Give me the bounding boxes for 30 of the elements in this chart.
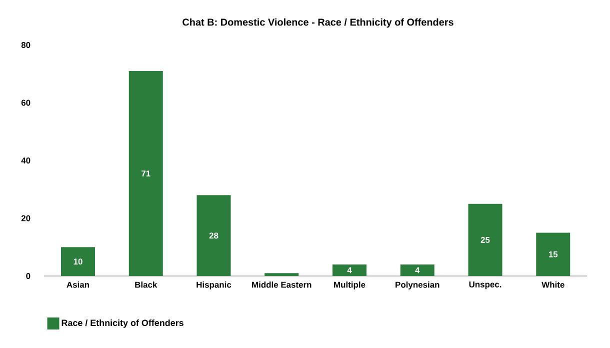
x-tick-label: Black bbox=[135, 282, 158, 288]
data-label: 25 bbox=[480, 236, 490, 243]
data-label: 4 bbox=[347, 267, 352, 274]
bar bbox=[61, 247, 95, 276]
x-tick-label: White bbox=[542, 282, 564, 288]
bar bbox=[128, 70, 163, 276]
bar bbox=[536, 232, 570, 276]
x-tick-label: Middle Eastern bbox=[252, 282, 312, 288]
data-label: 71 bbox=[142, 170, 150, 176]
x-tick-label: Multiple bbox=[334, 282, 366, 290]
x-tick-label: Hispanic bbox=[196, 282, 232, 290]
y-tick-label: 0 bbox=[26, 273, 30, 279]
x-tick-label: Unspec. bbox=[469, 282, 502, 290]
bar bbox=[332, 264, 367, 276]
y-tick-label: 20 bbox=[21, 215, 30, 222]
bar bbox=[400, 264, 434, 276]
bar bbox=[468, 204, 502, 276]
x-tick-label: Asian bbox=[66, 282, 89, 288]
y-tick-label: 60 bbox=[21, 100, 30, 106]
data-label: 28 bbox=[209, 232, 218, 239]
y-tick-label: 40 bbox=[21, 158, 30, 164]
bar bbox=[196, 195, 231, 276]
data-label: 15 bbox=[548, 251, 558, 258]
chart-title: Chat B: Domestic Violence - Race / Ethnicity of Offenders bbox=[182, 18, 454, 28]
y-tick-label: 80 bbox=[21, 42, 30, 48]
x-tick-label: Polynesian bbox=[396, 282, 440, 290]
data-label: 4 bbox=[415, 267, 420, 274]
bar bbox=[264, 273, 299, 276]
legend-label: Race / Ethnicity of Offenders bbox=[62, 319, 184, 328]
data-label: 10 bbox=[74, 258, 82, 265]
